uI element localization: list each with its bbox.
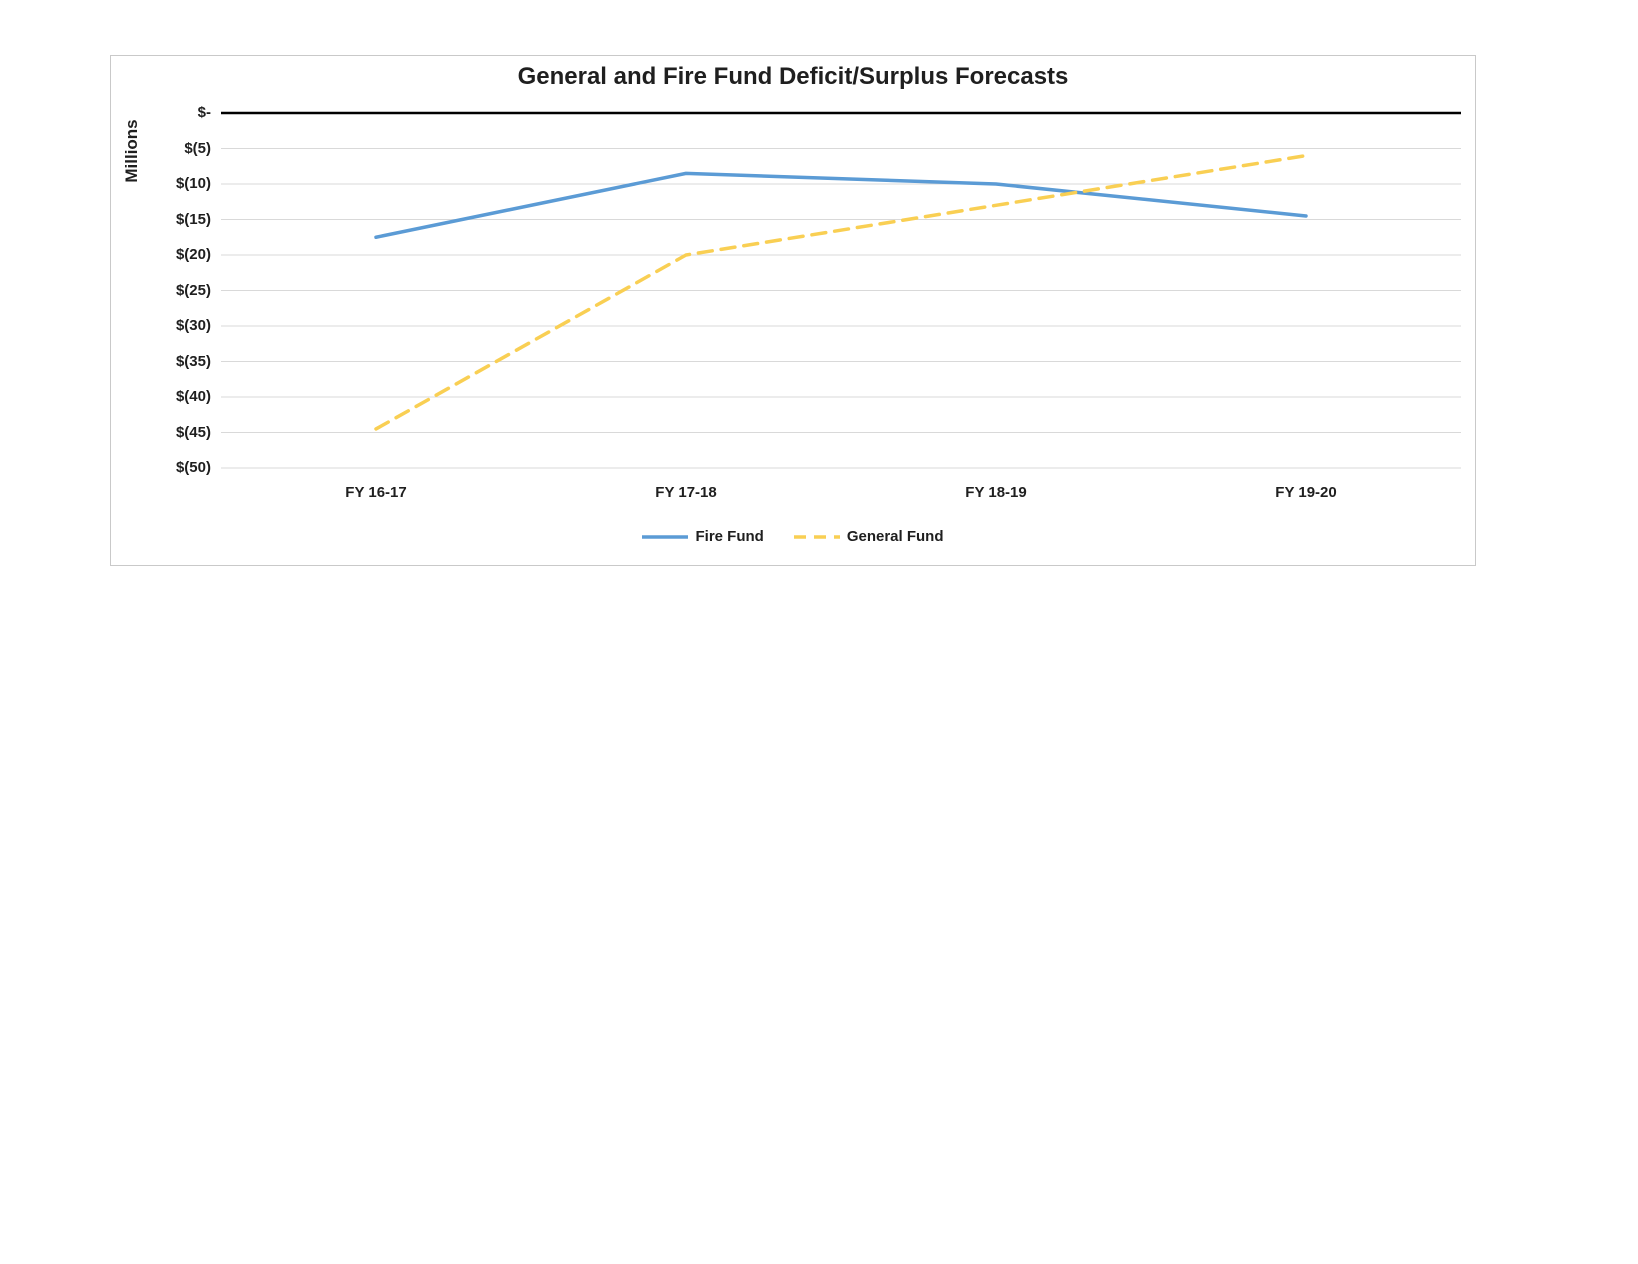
y-tick-label: $(15) bbox=[175, 210, 211, 228]
legend-label: General Fund bbox=[846, 528, 944, 545]
series-line-general-fund bbox=[374, 153, 1308, 431]
x-tick-label: FY 18-19 bbox=[965, 484, 1027, 501]
y-tick-label: $(35) bbox=[175, 352, 211, 370]
legend-line-sample bbox=[793, 534, 840, 539]
x-tick-label: FY 16-17 bbox=[345, 484, 407, 501]
x-tick-label: FY 19-20 bbox=[1275, 484, 1337, 501]
plot-area bbox=[221, 111, 1461, 469]
series-line-fire-fund bbox=[374, 171, 1308, 239]
y-tick-label: $(45) bbox=[175, 423, 211, 441]
legend-label: Fire Fund bbox=[695, 528, 764, 545]
legend-item-fire-fund: Fire Fund bbox=[642, 528, 764, 545]
y-tick-label: $(5) bbox=[184, 139, 211, 157]
y-tick-label: $- bbox=[197, 104, 211, 121]
y-tick-label: $(20) bbox=[175, 246, 211, 263]
y-tick-label: $(25) bbox=[175, 281, 211, 299]
y-tick-label: $(40) bbox=[175, 388, 211, 405]
y-tick-label: $(10) bbox=[175, 175, 211, 192]
y-tick-label: $(50) bbox=[175, 459, 211, 476]
y-tick-label: $(30) bbox=[175, 317, 211, 334]
x-tick-label: FY 17-18 bbox=[655, 484, 717, 501]
chart-title: General and Fire Fund Deficit/Surplus Fo… bbox=[517, 63, 1069, 90]
legend: Fire Fund General Fund bbox=[111, 528, 1475, 545]
legend-line-sample bbox=[642, 534, 689, 539]
legend-item-general-fund: General Fund bbox=[793, 528, 944, 545]
chart: General and Fire Fund Deficit/Surplus Fo… bbox=[110, 55, 1476, 566]
